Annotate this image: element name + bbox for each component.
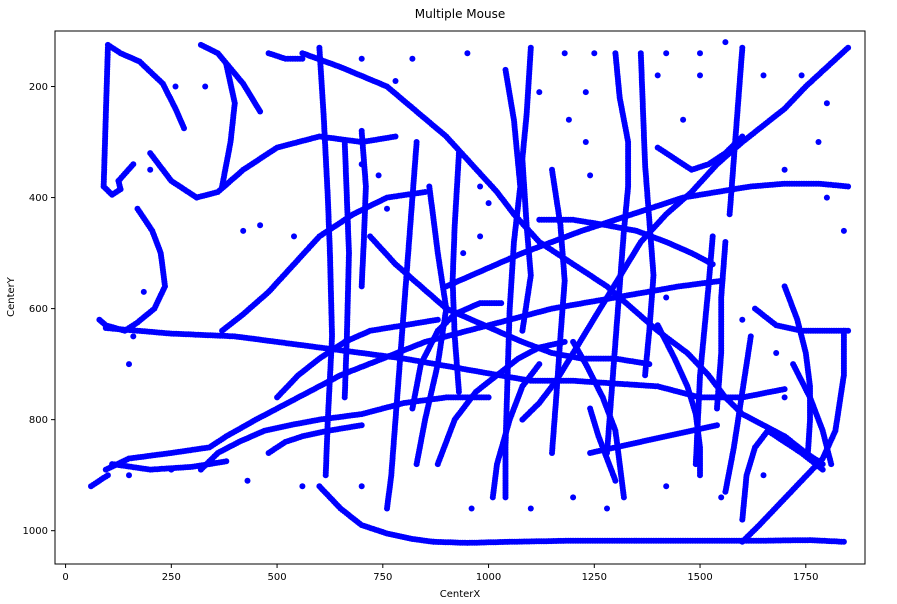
data-point <box>612 477 619 484</box>
data-point <box>739 133 746 140</box>
data-point <box>455 388 462 395</box>
data-point <box>485 394 492 401</box>
data-point <box>422 189 429 195</box>
data-point <box>358 422 365 429</box>
data-point <box>392 133 399 140</box>
data-point <box>502 494 509 501</box>
data-point <box>845 327 852 334</box>
data-point <box>341 394 348 401</box>
data-point <box>620 494 627 501</box>
data-point <box>692 461 699 468</box>
data-point <box>549 450 555 456</box>
data-point <box>104 472 111 479</box>
data-point <box>828 461 835 468</box>
data-point <box>498 300 505 307</box>
data-point <box>536 361 543 368</box>
data-point <box>804 450 811 456</box>
data-point <box>223 458 230 465</box>
data-point <box>714 405 720 412</box>
data-point <box>358 283 365 290</box>
data-point <box>561 338 568 345</box>
data-point <box>434 316 441 323</box>
data-point <box>642 372 649 379</box>
data-point <box>322 472 329 479</box>
data-point <box>781 386 788 393</box>
data-point <box>430 538 437 545</box>
data-point <box>384 505 390 512</box>
data-point <box>181 125 187 132</box>
data-point <box>709 261 716 268</box>
data-point <box>845 183 852 190</box>
data-point <box>726 211 733 218</box>
data-point <box>819 466 826 473</box>
data-point <box>519 327 526 334</box>
data-point <box>413 461 420 468</box>
data-point <box>130 161 137 168</box>
data-point <box>257 108 264 115</box>
data-point <box>697 472 703 479</box>
points-layer <box>88 39 852 546</box>
data-point <box>96 316 103 323</box>
data-point <box>519 416 526 423</box>
data-point <box>646 361 653 368</box>
data-point <box>722 488 729 495</box>
data-point <box>840 538 847 545</box>
